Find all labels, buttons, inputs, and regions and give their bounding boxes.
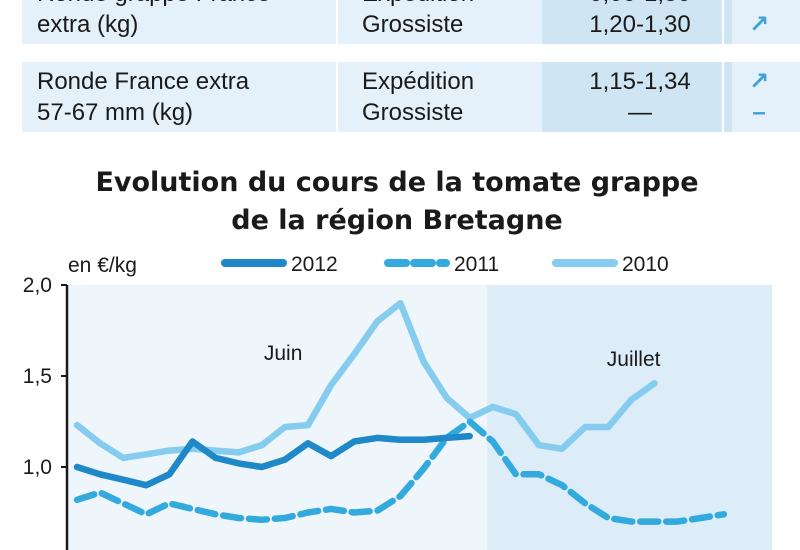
series-line-2011 — [73, 418, 728, 525]
unit-label: en €/kg — [68, 254, 137, 277]
product-name: Ronde France extra 57-67 mm (kg) — [37, 68, 250, 126]
column-separator — [336, 0, 338, 44]
period-bg-june — [67, 285, 488, 550]
price-range: 1,15-1,34 — — [589, 68, 691, 126]
market-stage: Expédition Grossiste — [362, 0, 474, 38]
trend-arrow-icon: ↗ – — [748, 68, 770, 126]
chart-svg: Juin Juillet Evolution du cours de la tom… — [23, 167, 772, 550]
chart-title-line-1: Evolution du cours de la tomate grappe — [95, 167, 698, 198]
y-tick-label: 1,0 — [23, 456, 52, 479]
column-separator — [336, 62, 338, 132]
legend-label-2011: 2011 — [454, 253, 499, 276]
market-stage: Expédition Grossiste — [362, 68, 475, 126]
table-row: Ronde France extra 57-67 mm (kg) Expédit… — [22, 62, 800, 132]
price-chart: Juin Juillet Evolution du cours de la tom… — [0, 150, 800, 550]
column-separator — [722, 62, 724, 132]
price-range: 0,00-1,30 1,20-1,30 — [589, 0, 691, 38]
series-line-2012 — [73, 432, 473, 489]
trend-arrow-icon: ↗ ↗ — [748, 0, 770, 38]
series-line-2010 — [73, 299, 658, 462]
column-separator — [722, 0, 724, 44]
legend-label-2010: 2010 — [622, 253, 669, 276]
y-tick-label: 1,5 — [23, 365, 52, 388]
y-tick-label: 0,5 — [23, 547, 52, 550]
price-column-bg — [542, 0, 732, 44]
product-name: Ronde grappe France extra (kg) — [37, 0, 270, 38]
legend-label-2012: 2012 — [291, 253, 338, 276]
y-tick-label: 2,0 — [23, 274, 52, 297]
price-table: Ronde grappe France extra (kg) Expéditio… — [0, 0, 800, 145]
price-column-bg — [542, 62, 732, 132]
chart-title-line-2: de la région Bretagne — [231, 205, 563, 236]
table-row: Ronde grappe France extra (kg) Expéditio… — [22, 0, 800, 44]
period-label-june: Juin — [264, 342, 303, 365]
period-label-july: Juillet — [607, 348, 661, 371]
period-bg-july — [487, 285, 772, 550]
